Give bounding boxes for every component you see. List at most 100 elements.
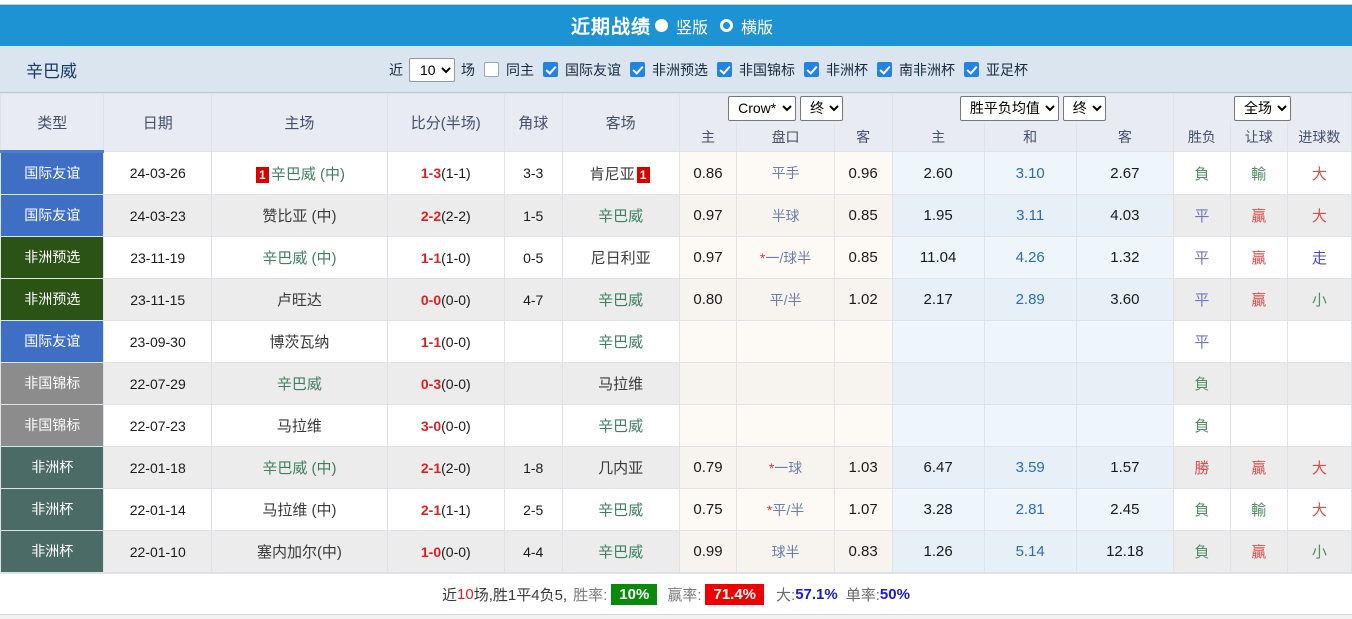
header-corner[interactable]: 角球	[503, 93, 563, 152]
table-body: 国际友谊 24-03-26 1 辛巴威 (中) 1-3(1-1) 3-3 肯尼亚 1 0.86 平…	[0, 151, 1352, 573]
cell-away-team[interactable]: 辛巴威	[561, 320, 680, 363]
cell-away-team[interactable]: 辛巴威	[561, 488, 680, 531]
cell-away-team[interactable]: 马拉维	[561, 362, 680, 405]
cell-goals-result: 小	[1286, 530, 1352, 573]
cell-score[interactable]: 0-0(0-0)	[386, 278, 505, 321]
avg-draw-value: 2.81	[1015, 501, 1045, 518]
cell-type[interactable]: 非洲杯	[0, 446, 105, 489]
avg-draw-value: 2.89	[1015, 291, 1045, 308]
cell-home-team[interactable]: 博茨瓦纳	[211, 320, 388, 363]
cell-odds-away: 1.07	[833, 488, 893, 531]
cell-score[interactable]: 2-2(2-2)	[386, 194, 505, 237]
cell-type[interactable]: 非洲预选	[0, 278, 105, 321]
cell-avg-draw: 3.10	[983, 151, 1077, 195]
cell-date: 24-03-26	[103, 151, 213, 195]
avg-draw-value: 3.10	[1015, 164, 1045, 182]
radio-vertical-view[interactable]	[654, 19, 668, 32]
cell-home-team[interactable]: 马拉维	[211, 404, 388, 447]
cell-avg-draw: 3.59	[983, 446, 1077, 489]
cell-handicap-result: 贏	[1229, 530, 1288, 573]
cell-away-team[interactable]: 辛巴威	[561, 404, 680, 447]
cell-type[interactable]: 国际友谊	[0, 194, 105, 237]
cell-result: 負	[1172, 488, 1231, 531]
goals-result-label: 大	[1311, 502, 1327, 519]
cell-away-team[interactable]: 尼日利亚	[561, 236, 680, 279]
cell-type[interactable]: 非洲杯	[0, 530, 105, 573]
checkbox-league-5[interactable]	[964, 62, 979, 77]
match-date: 23-11-19	[130, 249, 186, 266]
odds-phase-select[interactable]: 终	[1062, 95, 1106, 121]
match-date: 24-03-26	[129, 165, 186, 181]
cell-score[interactable]: 2-1(2-0)	[386, 446, 505, 489]
avg-win-value: 1.26	[923, 543, 953, 560]
table-row[interactable]: 非洲杯 22-01-14 马拉维 (中) 2-1(1-1) 2-5 辛巴威 0.75 *平/半…	[0, 488, 1352, 531]
header-date[interactable]: 日期	[103, 93, 213, 152]
asia-phase-select[interactable]: 终	[800, 95, 844, 121]
checkbox-same-home[interactable]	[484, 62, 499, 77]
checkbox-league-0[interactable]	[543, 62, 558, 77]
cell-score[interactable]: 2-1(1-1)	[386, 488, 505, 531]
radio-horizontal-view[interactable]	[720, 19, 733, 32]
cell-score[interactable]: 3-0(0-0)	[386, 404, 505, 447]
checkbox-league-3[interactable]	[804, 62, 819, 77]
cell-score[interactable]: 1-0(0-0)	[386, 530, 505, 573]
cell-home-team[interactable]: 卢旺达	[211, 278, 388, 321]
table-row[interactable]: 国际友谊 23-09-30 博茨瓦纳 1-1(0-0) 辛巴威 平	[0, 320, 1352, 363]
cell-avg-lose	[1075, 320, 1174, 363]
table-row[interactable]: 非洲杯 22-01-18 辛巴威 (中) 2-1(2-0) 1-8 几内亚 0.79 *一球 1…	[0, 446, 1352, 489]
table-row[interactable]: 非洲杯 22-01-10 塞内加尔(中) 1-0(0-0) 4-4 辛巴威 0.99 球半 0.…	[0, 530, 1352, 573]
cell-score[interactable]: 1-3(1-1)	[386, 151, 505, 195]
bookmaker-select[interactable]: Crow*	[728, 95, 797, 121]
cell-home-team[interactable]: 辛巴威	[211, 362, 388, 405]
team-name-label: 辛巴威 (中)	[270, 165, 346, 183]
scope-select[interactable]: 全场	[1233, 95, 1291, 121]
cell-date: 22-07-29	[103, 362, 213, 405]
header-away[interactable]: 客场	[561, 93, 680, 152]
cell-home-team[interactable]: 马拉维 (中)	[211, 488, 388, 531]
odds-type-select[interactable]: 胜平负均值	[959, 95, 1059, 121]
table-row[interactable]: 国际友谊 24-03-26 1 辛巴威 (中) 1-3(1-1) 3-3 肯尼亚 1 0.86 平…	[0, 151, 1352, 195]
cell-type[interactable]: 非国锦标	[0, 362, 105, 405]
checkbox-league-4[interactable]	[877, 62, 892, 77]
cell-result: 平	[1172, 194, 1231, 237]
table-row[interactable]: 非国锦标 22-07-29 辛巴威 0-3(0-0) 马拉维 負	[0, 362, 1352, 405]
match-count-select[interactable]: 10	[409, 57, 455, 82]
odds-away-value: 1.02	[848, 291, 878, 308]
cell-type[interactable]: 国际友谊	[0, 320, 105, 363]
table-row[interactable]: 国际友谊 24-03-23 赞比亚 (中) 2-2(2-2) 1-5 辛巴威 0.97 半球 0…	[0, 194, 1352, 237]
cell-score[interactable]: 1-1(0-0)	[386, 320, 505, 363]
header-home[interactable]: 主场	[211, 93, 388, 152]
cell-away-team[interactable]: 几内亚	[561, 446, 680, 489]
handicap-label: *一球	[768, 459, 803, 476]
cell-avg-lose: 2.67	[1075, 151, 1174, 195]
cell-avg-win: 2.17	[891, 278, 985, 321]
cell-type[interactable]: 非国锦标	[0, 404, 105, 447]
cell-away-team[interactable]: 辛巴威	[561, 194, 680, 237]
table-row[interactable]: 非国锦标 22-07-23 马拉维 3-0(0-0) 辛巴威 負	[0, 404, 1352, 447]
cell-away-team[interactable]: 肯尼亚 1	[561, 151, 680, 195]
cell-home-team[interactable]: 塞内加尔(中)	[211, 530, 388, 573]
header-score[interactable]: 比分(半场)	[386, 93, 505, 152]
cell-home-team[interactable]: 1 辛巴威 (中)	[211, 151, 388, 195]
table-row[interactable]: 非洲预选 23-11-15 卢旺达 0-0(0-0) 4-7 辛巴威 0.80 平/半 1.02…	[0, 278, 1352, 321]
checkbox-same-home-label: 同主	[506, 61, 534, 78]
cell-score[interactable]: 0-3(0-0)	[386, 362, 505, 405]
cell-type[interactable]: 非洲杯	[0, 488, 105, 531]
header-type[interactable]: 类型	[0, 93, 105, 153]
cell-home-team[interactable]: 赞比亚 (中)	[211, 194, 388, 237]
cell-score[interactable]: 1-1(1-0)	[386, 236, 505, 279]
match-score: 1-1(0-0)	[420, 333, 471, 350]
cell-type[interactable]: 国际友谊	[0, 151, 105, 195]
checkbox-league-2[interactable]	[717, 62, 732, 77]
cell-away-team[interactable]: 辛巴威	[561, 278, 680, 321]
cell-odds-home: 0.97	[678, 236, 738, 279]
cell-home-team[interactable]: 辛巴威 (中)	[211, 236, 388, 279]
cell-result: 負	[1172, 530, 1231, 573]
checkbox-league-1[interactable]	[630, 62, 645, 77]
cell-away-team[interactable]: 辛巴威	[561, 530, 680, 573]
table-row[interactable]: 非洲预选 23-11-19 辛巴威 (中) 1-1(1-0) 0-5 尼日利亚 0.97 *一…	[0, 236, 1352, 279]
cell-home-team[interactable]: 辛巴威 (中)	[211, 446, 388, 489]
cell-type[interactable]: 非洲预选	[0, 236, 105, 279]
team-name-label: 塞内加尔(中)	[256, 544, 342, 561]
result-label: 負	[1194, 418, 1210, 435]
